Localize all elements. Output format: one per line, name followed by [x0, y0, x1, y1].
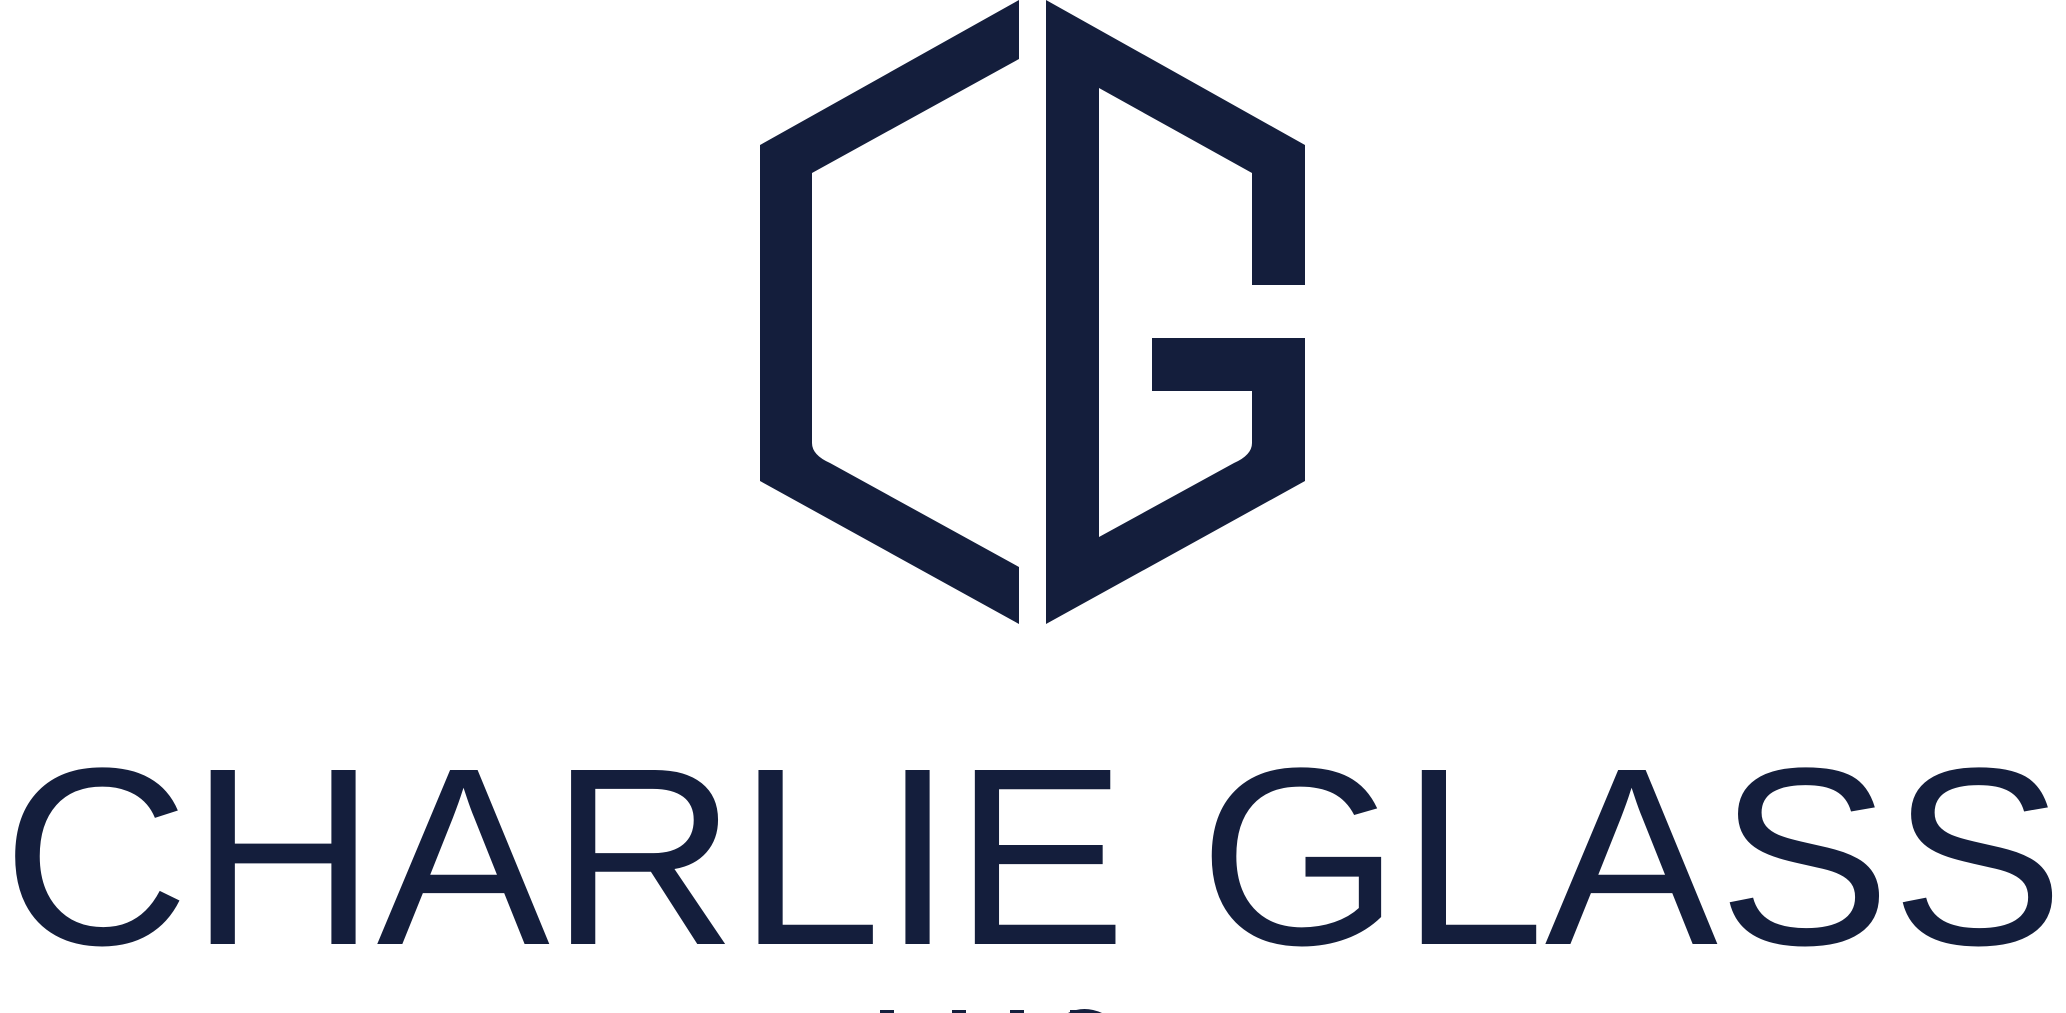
- tagline-cropped-decoration: [880, 1009, 1102, 1013]
- brand-name: CHARLIE GLASS: [2, 715, 2064, 998]
- monogram-g-shape: [1046, 0, 1305, 624]
- monogram-c-shape: [760, 0, 1019, 624]
